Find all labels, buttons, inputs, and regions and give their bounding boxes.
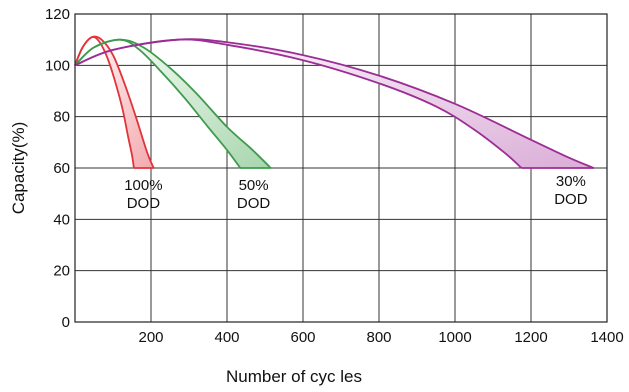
y-tick-label: 120 — [45, 6, 70, 23]
plot-frame — [74, 13, 608, 323]
x-tick-label: 600 — [290, 329, 315, 346]
series-band-0 — [75, 36, 154, 169]
series-lower-line-1 — [74, 38, 242, 169]
x-tick-label: 800 — [366, 329, 391, 346]
series-band-1 — [75, 39, 271, 169]
x-tick-label: 1000 — [438, 329, 471, 346]
y-tick-label: 80 — [53, 109, 70, 126]
series-label-1: 50% — [239, 177, 269, 194]
series-lower-line-0 — [74, 36, 135, 169]
plot-area — [74, 35, 595, 169]
series-label-1: DOD — [237, 195, 271, 212]
series-label-0: DOD — [127, 195, 161, 212]
x-axis-title: Number of cyc les — [226, 367, 362, 386]
x-tick-label: 200 — [138, 329, 163, 346]
series-label-2: DOD — [554, 191, 588, 208]
y-tick-label: 40 — [53, 211, 70, 228]
y-tick-label: 100 — [45, 57, 70, 74]
series-lower-line-2 — [74, 38, 523, 169]
x-tick-label: 1200 — [514, 329, 547, 346]
y-tick-label: 20 — [53, 263, 70, 280]
x-tick-label: 1400 — [590, 329, 623, 346]
y-axis-title: Capacity(%) — [9, 122, 28, 215]
y-tick-label: 60 — [53, 160, 70, 177]
series-band-2 — [75, 39, 594, 168]
series-label-2: 30% — [556, 173, 586, 190]
x-tick-label: 400 — [214, 329, 239, 346]
series-label-0: 100% — [124, 177, 162, 194]
axis-ticks: 200 400 600 800 1000 1200 1400 0 20 40 60 80 100 120 — [45, 6, 624, 346]
y-tick-label: 0 — [62, 314, 70, 331]
